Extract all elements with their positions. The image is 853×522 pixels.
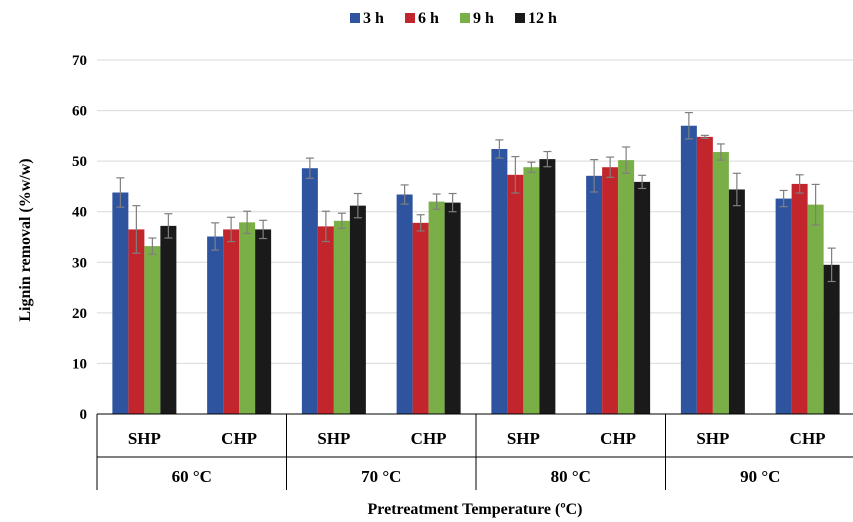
bar [602, 167, 619, 414]
bar [523, 167, 540, 414]
bar [349, 205, 366, 414]
bar [507, 174, 524, 414]
bar [728, 189, 745, 414]
bars [112, 125, 840, 415]
bar [207, 236, 224, 414]
bar [128, 229, 145, 414]
bar [239, 222, 256, 414]
bar [634, 181, 651, 414]
y-tick-label: 0 [80, 407, 88, 423]
bar [428, 201, 445, 414]
error-bars [116, 111, 836, 283]
bar [444, 202, 461, 414]
x-subcategory-label: CHP [411, 429, 447, 448]
bar [333, 220, 350, 414]
x-subcategory-label: CHP [790, 429, 826, 448]
bar [317, 226, 334, 414]
bar [491, 149, 508, 414]
legend-swatch [515, 13, 525, 23]
bar [696, 136, 713, 414]
legend-label: 12 h [528, 10, 557, 27]
axes [96, 413, 853, 490]
y-tick-label: 10 [72, 356, 87, 372]
y-tick-label: 30 [72, 255, 87, 271]
bar [791, 183, 808, 414]
bar [412, 222, 429, 414]
x-group-label: 60 °C [172, 467, 212, 486]
bar [112, 192, 129, 414]
bar [712, 152, 729, 415]
bar [301, 168, 318, 414]
legend: 3 h 6 h 9 h 12 h [350, 10, 557, 27]
x-subcategory-label: CHP [221, 429, 257, 448]
x-subcategory-label: CHP [600, 429, 636, 448]
bar [144, 246, 161, 414]
y-axis-title: Lignin removal (%w/w) [17, 158, 34, 321]
legend-swatch [460, 13, 470, 23]
y-tick-label: 60 [72, 104, 87, 120]
x-subcategory-label: SHP [128, 429, 161, 448]
bar [255, 229, 272, 414]
bar [807, 204, 824, 414]
legend-label: 3 h [363, 10, 384, 27]
legend-label: 9 h [473, 10, 494, 27]
x-category-labels: SHP CHP SHP CHP SHP CHP SHP CHP 60 °C 70 °C 80 °C 9… [128, 429, 826, 486]
bar [539, 159, 556, 414]
bar [823, 264, 840, 414]
x-axis-title: Pretreatment Temperature (ºC) [368, 501, 583, 518]
x-subcategory-label: SHP [317, 429, 350, 448]
x-group-label: 90 °C [740, 467, 780, 486]
y-tick-label: 40 [72, 205, 87, 221]
y-tick-label: 70 [72, 53, 87, 69]
bar [586, 175, 603, 414]
y-tick-label: 50 [72, 154, 87, 170]
bar [618, 160, 635, 414]
bar [160, 225, 177, 414]
x-subcategory-label: SHP [507, 429, 540, 448]
bar [396, 194, 413, 414]
bar [223, 229, 240, 414]
legend-swatch [405, 13, 415, 23]
legend-label: 6 h [418, 10, 439, 27]
legend-swatch [350, 13, 360, 23]
x-subcategory-label: SHP [696, 429, 729, 448]
x-group-label: 70 °C [361, 467, 401, 486]
bar [680, 125, 697, 414]
bar [775, 198, 792, 414]
y-tick-label: 20 [72, 306, 87, 322]
x-group-label: 80 °C [551, 467, 591, 486]
y-tick-labels: 0 10 20 30 40 50 60 70 [72, 53, 87, 423]
